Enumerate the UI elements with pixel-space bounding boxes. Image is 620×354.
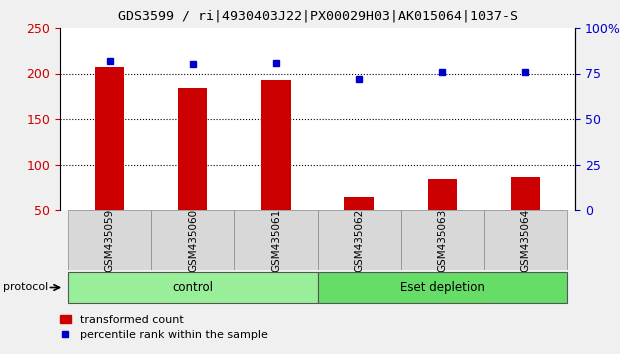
Text: GSM435061: GSM435061	[271, 209, 281, 272]
FancyBboxPatch shape	[234, 210, 317, 270]
Text: control: control	[172, 281, 213, 294]
Legend: transformed count, percentile rank within the sample: transformed count, percentile rank withi…	[55, 310, 272, 345]
Text: GSM435062: GSM435062	[354, 209, 364, 272]
Bar	[345, 197, 374, 210]
FancyBboxPatch shape	[68, 272, 317, 303]
FancyBboxPatch shape	[484, 210, 567, 270]
Bar	[95, 67, 125, 210]
Text: GSM435064: GSM435064	[520, 209, 530, 272]
Text: GSM435059: GSM435059	[105, 209, 115, 272]
Title: GDS3599 / ri|4930403J22|PX00029H03|AK015064|1037-S: GDS3599 / ri|4930403J22|PX00029H03|AK015…	[118, 10, 518, 23]
Text: GSM435060: GSM435060	[188, 209, 198, 272]
Text: protocol: protocol	[3, 282, 48, 292]
Bar	[179, 88, 208, 210]
FancyBboxPatch shape	[68, 210, 151, 270]
FancyBboxPatch shape	[317, 272, 567, 303]
Text: Eset depletion: Eset depletion	[400, 281, 485, 294]
Text: GSM435063: GSM435063	[437, 209, 447, 272]
FancyBboxPatch shape	[317, 210, 401, 270]
FancyBboxPatch shape	[151, 210, 234, 270]
FancyBboxPatch shape	[401, 210, 484, 270]
Bar	[262, 80, 291, 210]
Bar	[428, 179, 457, 210]
Bar	[511, 177, 539, 210]
